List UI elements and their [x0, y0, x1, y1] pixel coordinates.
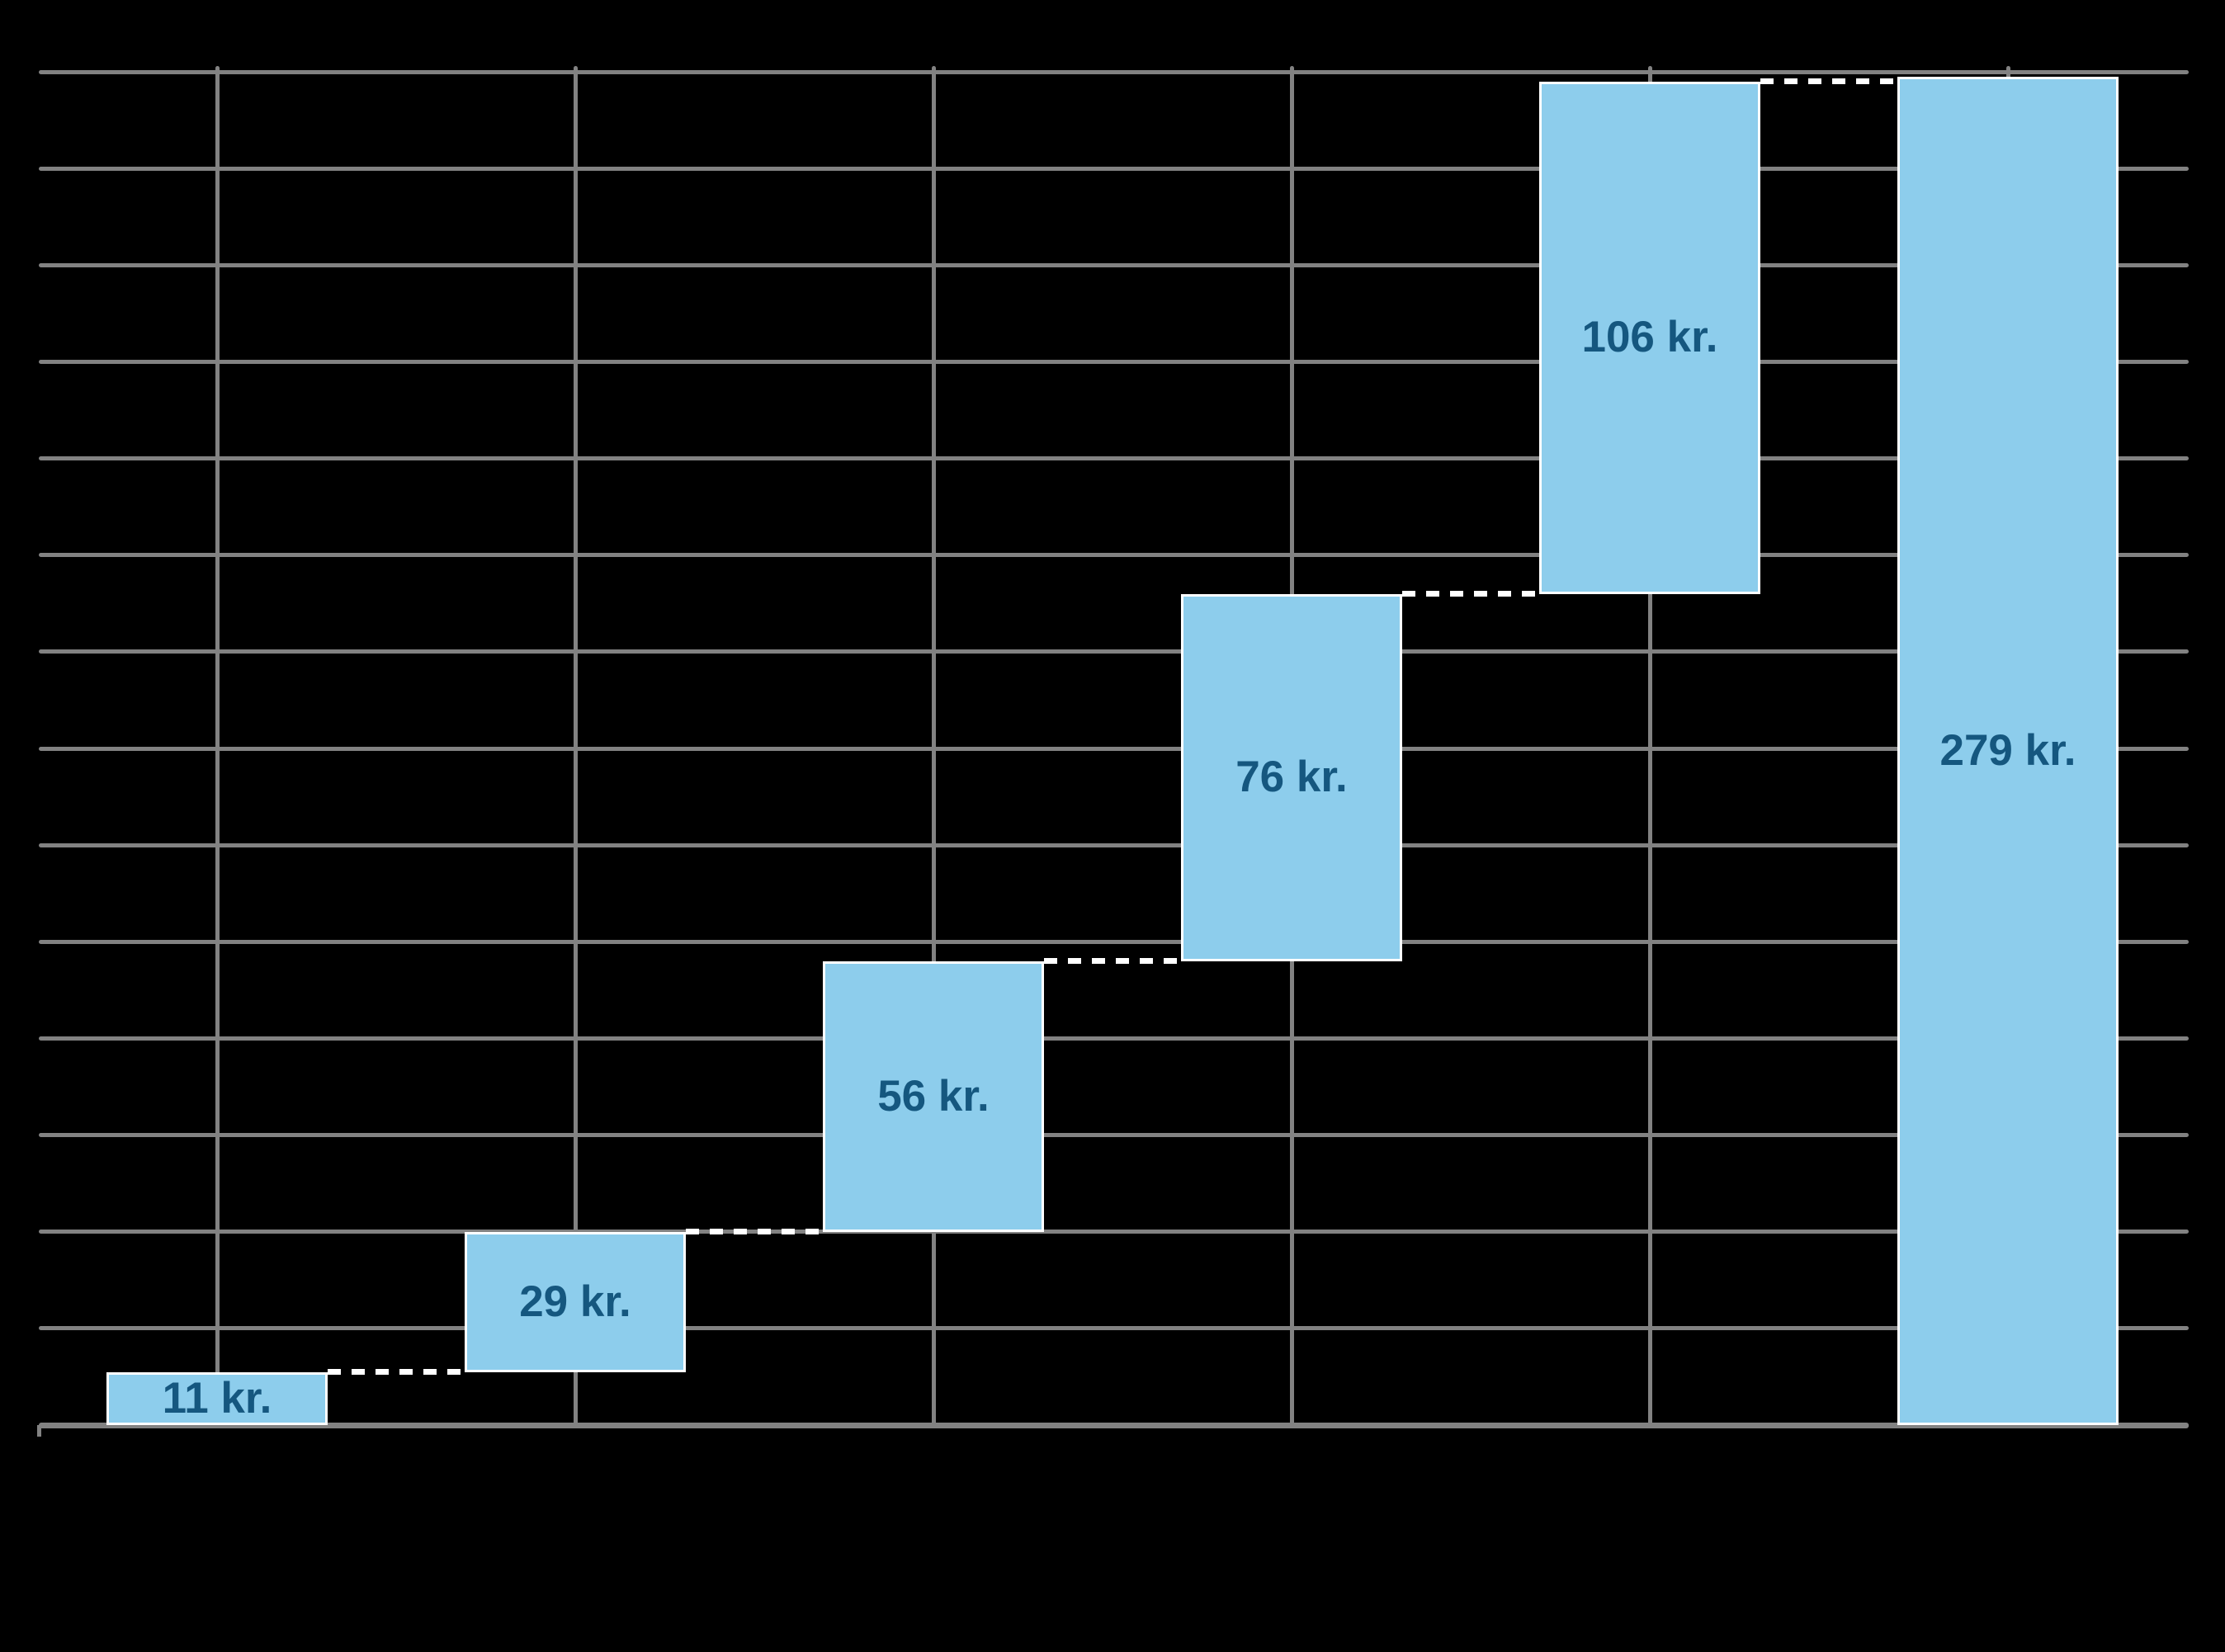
horizontal-gridline [39, 1326, 2189, 1331]
horizontal-gridline [39, 843, 2189, 847]
waterfall-bar [1897, 76, 2119, 1425]
waterfall-bar [1181, 593, 1402, 961]
vertical-gridline [931, 66, 936, 1425]
horizontal-gridline [39, 1230, 2189, 1234]
horizontal-gridline [39, 553, 2189, 558]
horizontal-gridline [39, 649, 2189, 654]
dashed-connector [1760, 78, 1897, 85]
horizontal-gridline [39, 746, 2189, 751]
vertical-gridline [1647, 66, 1652, 1425]
horizontal-gridline [39, 456, 2189, 461]
x-axis-line [39, 1423, 2189, 1428]
bar-value-label: 106 kr. [1581, 313, 1718, 362]
horizontal-gridline [39, 262, 2189, 267]
horizontal-gridline [39, 1036, 2189, 1041]
horizontal-gridline [39, 69, 2189, 74]
dashed-connector [686, 1229, 823, 1235]
dashed-connector [328, 1369, 465, 1376]
horizontal-gridline [39, 939, 2189, 944]
waterfall-bar [1539, 81, 1760, 594]
horizontal-gridline [39, 1133, 2189, 1138]
dashed-connector [1402, 591, 1539, 597]
axis-end-tick [37, 1425, 41, 1437]
vertical-gridline [215, 66, 220, 1425]
vertical-gridline [573, 66, 578, 1425]
waterfall-bar [823, 961, 1044, 1232]
bar-value-label: 76 kr. [1235, 753, 1348, 802]
waterfall-bar [106, 1371, 328, 1425]
horizontal-gridline [39, 359, 2189, 364]
horizontal-gridline [39, 166, 2189, 171]
waterfall-bar [465, 1231, 686, 1372]
bar-value-label: 29 kr. [519, 1277, 631, 1326]
bar-value-label: 11 kr. [162, 1373, 272, 1423]
dashed-connector [1044, 958, 1181, 965]
bar-value-label: 56 kr. [877, 1071, 990, 1121]
bar-value-label: 279 kr. [1939, 725, 2076, 775]
